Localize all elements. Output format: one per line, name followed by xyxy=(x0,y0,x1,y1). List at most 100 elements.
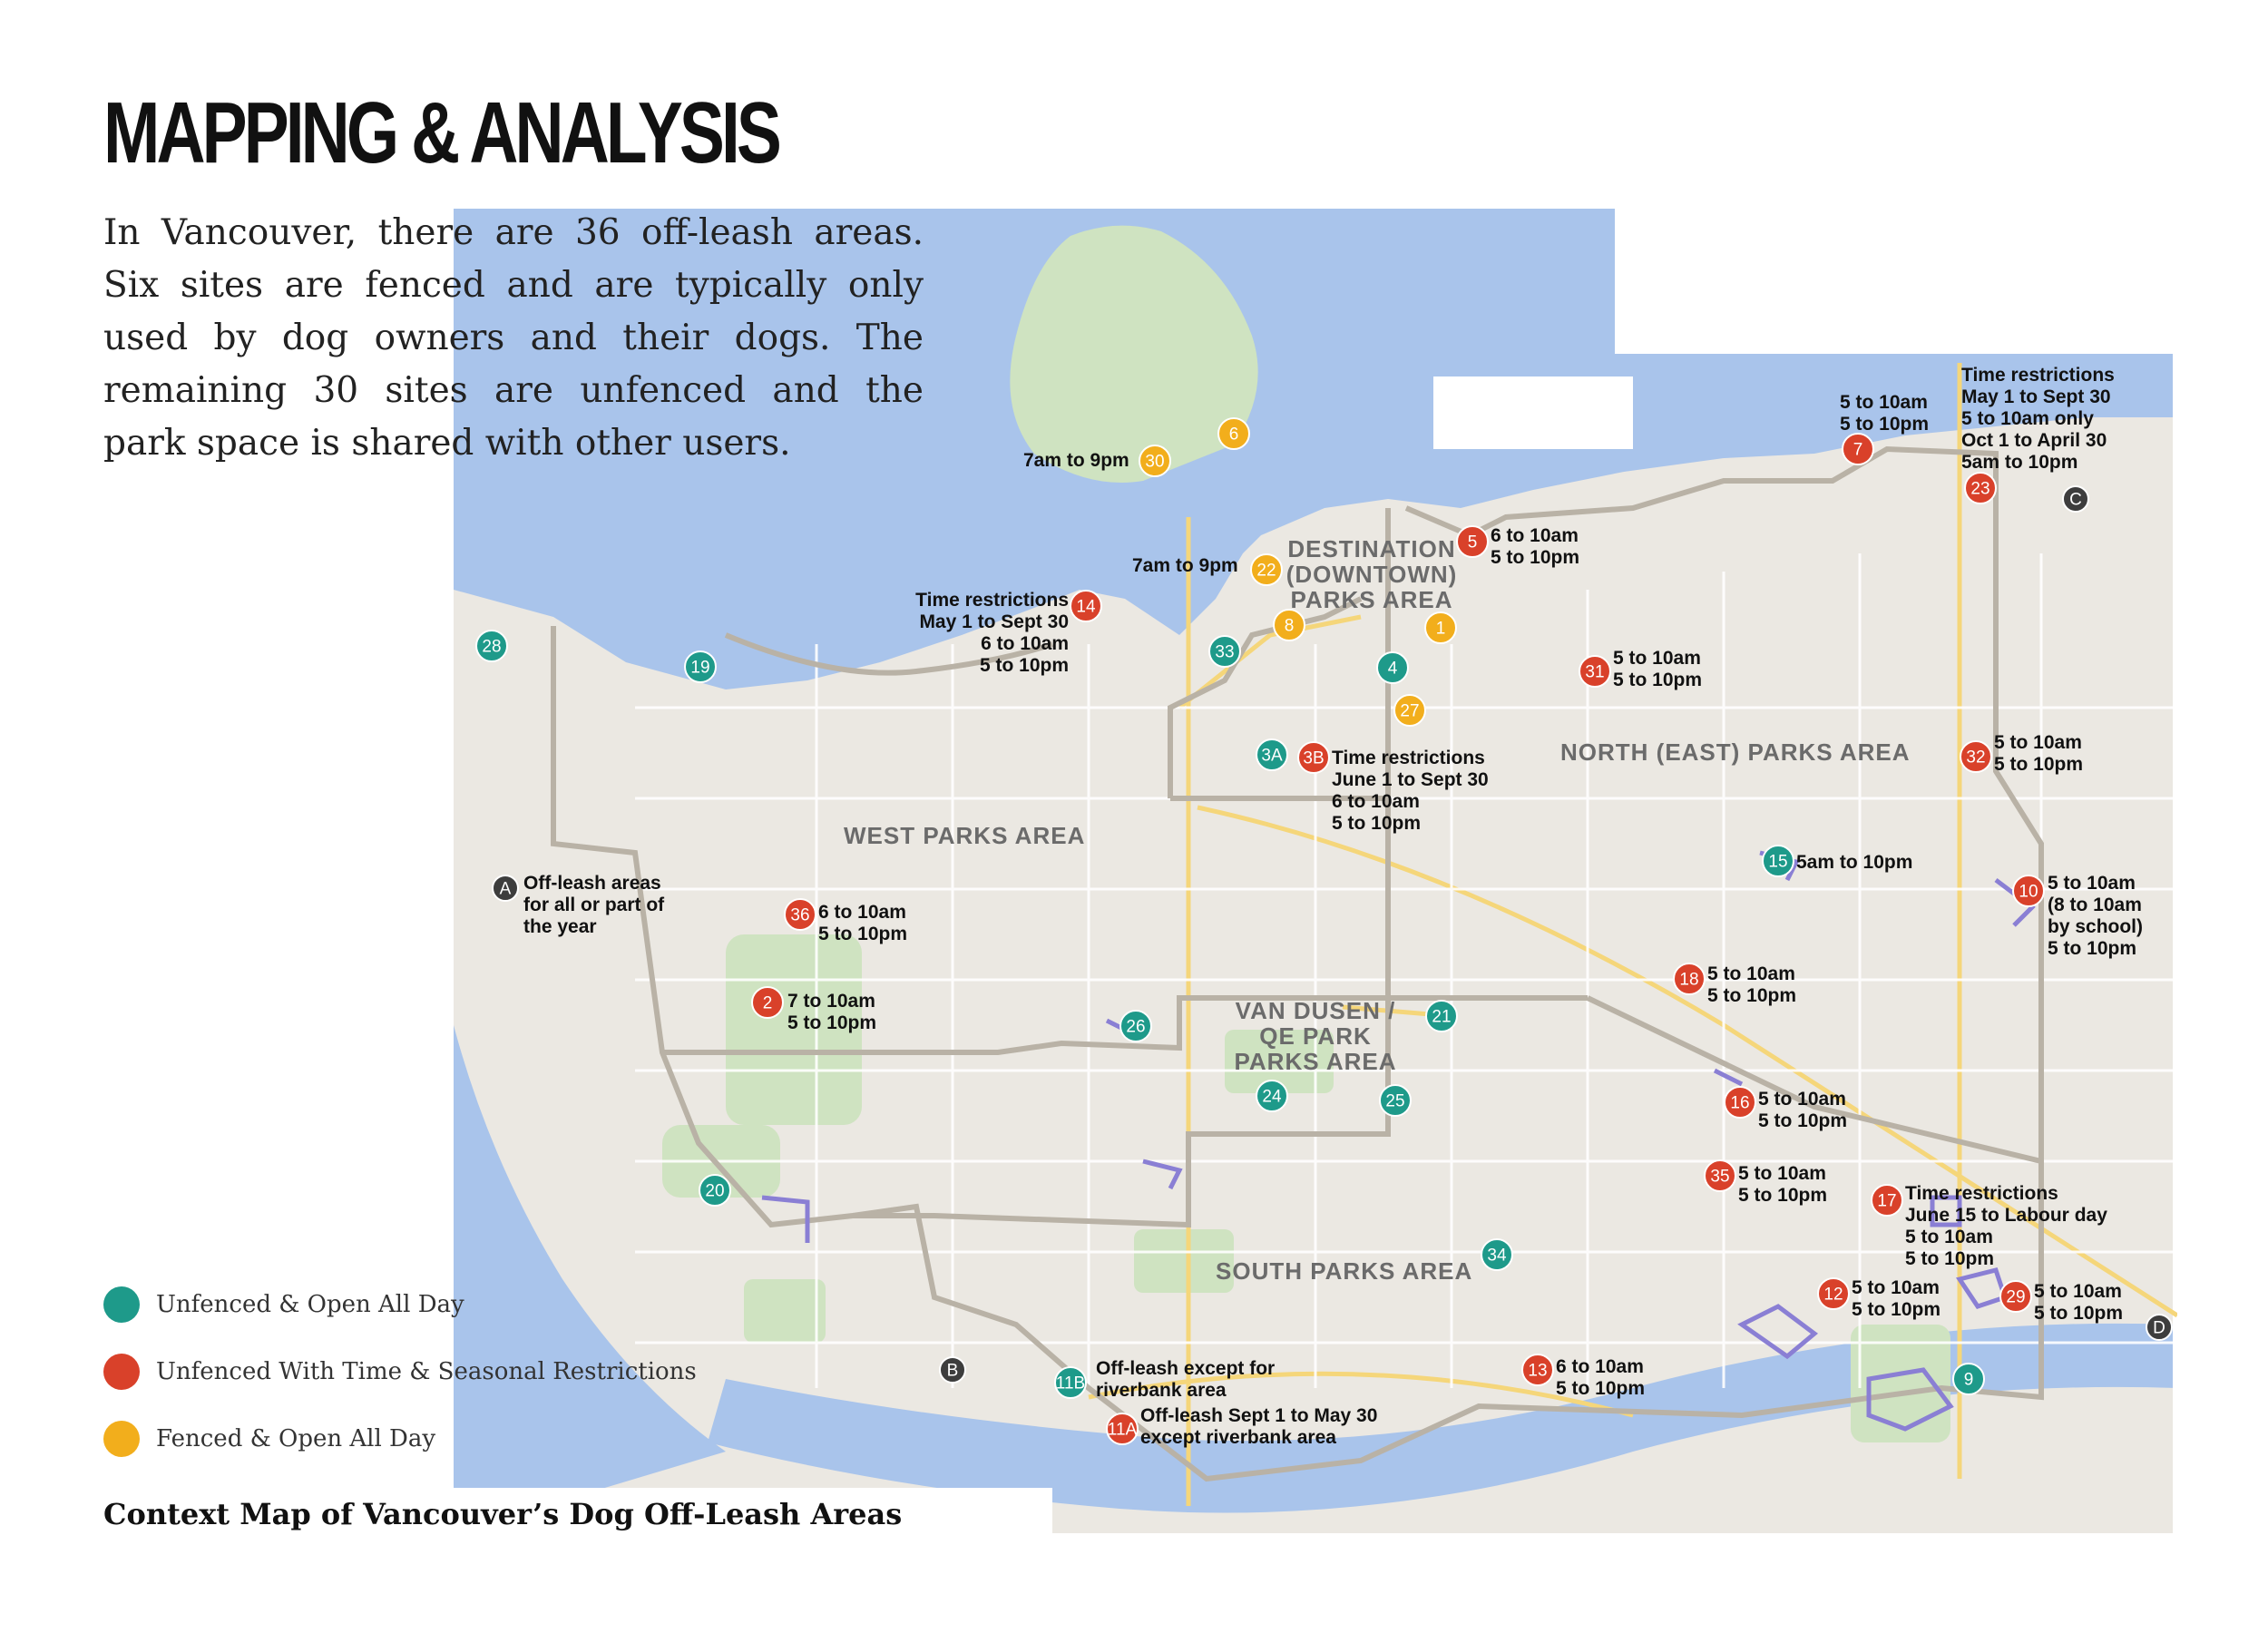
marker-label: 10 xyxy=(2019,883,2038,902)
marker-label: 35 xyxy=(1710,1168,1729,1187)
site-marker-13[interactable]: 13 xyxy=(1521,1354,1554,1386)
marker-label: 20 xyxy=(705,1182,724,1201)
site-marker-11b[interactable]: 11B xyxy=(1054,1366,1087,1399)
site-marker-2[interactable]: 2 xyxy=(751,986,784,1019)
site-note-line: 5 to 10pm xyxy=(1852,1299,1941,1320)
marker-label: C xyxy=(2069,491,2082,510)
site-note-line: 5 to 10am xyxy=(2034,1281,2122,1302)
site-marker-30[interactable]: 30 xyxy=(1139,445,1171,477)
site-marker-15[interactable]: 15 xyxy=(1762,845,1794,877)
marker-dot xyxy=(1842,433,1874,465)
site-marker-33[interactable]: 33 xyxy=(1208,635,1241,668)
marker-label: 32 xyxy=(1966,748,1985,768)
site-marker-35[interactable]: 35 xyxy=(1704,1159,1736,1192)
marker-label: 15 xyxy=(1768,853,1787,872)
site-marker-16[interactable]: 16 xyxy=(1724,1086,1756,1119)
area-label-van-dusen: VAN DUSEN / QE PARK PARKS AREA xyxy=(1234,997,1396,1075)
marker-label: A xyxy=(500,880,512,899)
marker-label: 11A xyxy=(1108,1421,1138,1440)
site-note: Time restrictions June 1 to Sept 30 6 to 1… xyxy=(1332,748,1489,834)
marker-dot xyxy=(1379,1084,1412,1117)
site-marker-6[interactable]: 6 xyxy=(1217,417,1250,450)
site-note-line: Off-leash Sept 1 to May 30 xyxy=(1140,1405,1377,1426)
site-marker-23[interactable]: 23 xyxy=(1964,472,1997,504)
site-note-line: 5 to 10am only xyxy=(1961,408,2094,429)
site-marker-25[interactable]: 25 xyxy=(1379,1084,1412,1117)
site-marker-17[interactable]: 17 xyxy=(1871,1184,1903,1217)
location-letter-marker[interactable]: C xyxy=(2062,485,2089,513)
legend-item-fenced: Fenced & Open All Day xyxy=(103,1421,697,1457)
site-note-line: 5 to 10pm xyxy=(1707,985,1796,1006)
location-letter-marker[interactable]: B xyxy=(939,1356,966,1384)
site-marker-26[interactable]: 26 xyxy=(1119,1010,1152,1042)
site-marker-12[interactable]: 12 xyxy=(1817,1277,1850,1310)
site-note: Off-leash areas for all or part of the yea… xyxy=(523,873,665,937)
site-note: 5 to 10am (8 to 10am by school) 5 to 10pm xyxy=(2048,873,2143,959)
marker-dot xyxy=(1217,417,1250,450)
site-note: 5 to 10am 5 to 10pm xyxy=(1613,648,1702,690)
site-marker-5[interactable]: 5 xyxy=(1456,525,1489,558)
site-note-line: Time restrictions xyxy=(1905,1183,2058,1204)
site-marker-9[interactable]: 9 xyxy=(1952,1363,1985,1395)
site-note-line: 5 to 10pm xyxy=(2034,1303,2123,1324)
marker-label: 36 xyxy=(790,906,809,925)
site-marker-31[interactable]: 31 xyxy=(1579,655,1611,688)
site-marker-7[interactable]: 7 xyxy=(1842,433,1874,465)
site-note: 5 to 10am 5 to 10pm xyxy=(1994,732,2083,775)
site-marker-32[interactable]: 32 xyxy=(1960,740,1992,773)
marker-dot xyxy=(1724,1086,1756,1119)
site-note: 5am to 10pm xyxy=(1796,852,1912,873)
site-note-line: 5 to 10am xyxy=(2048,873,2136,894)
site-marker-10[interactable]: 10 xyxy=(2012,875,2045,907)
site-marker-21[interactable]: 21 xyxy=(1425,1000,1458,1032)
site-note-line: 5 to 10pm xyxy=(1758,1110,1847,1131)
site-note-line: 5 to 10am xyxy=(1738,1163,1826,1184)
site-note-line: 5 to 10pm xyxy=(2048,938,2136,959)
marker-dot xyxy=(1952,1363,1985,1395)
marker-dot xyxy=(1964,472,1997,504)
location-letter-marker[interactable]: D xyxy=(2146,1314,2173,1341)
roads-grid xyxy=(635,553,2177,1388)
site-note-line: 5 to 10am xyxy=(1852,1277,1940,1298)
marker-dot xyxy=(1273,609,1305,641)
map-caption: Context Map of Vancouver’s Dog Off-Leash… xyxy=(103,1497,903,1531)
site-marker-4[interactable]: 4 xyxy=(1376,651,1409,684)
site-note-line: by school) xyxy=(2048,916,2143,937)
site-marker-27[interactable]: 27 xyxy=(1393,694,1426,727)
marker-dot xyxy=(1817,1277,1850,1310)
marker-dot xyxy=(1456,525,1489,558)
site-marker-8[interactable]: 8 xyxy=(1273,609,1305,641)
site-marker-22[interactable]: 22 xyxy=(1250,553,1283,586)
site-marker-1[interactable]: 1 xyxy=(1424,611,1457,644)
site-marker-29[interactable]: 29 xyxy=(1999,1280,2032,1313)
site-marker-20[interactable]: 20 xyxy=(699,1174,731,1207)
marker-label: 7 xyxy=(1853,441,1863,460)
site-marker-36[interactable]: 36 xyxy=(784,898,816,931)
site-note-line: 5 to 10pm xyxy=(818,924,907,944)
site-note: 5 to 10am 5 to 10pm xyxy=(1852,1277,1941,1320)
marker-dot xyxy=(1579,655,1611,688)
site-marker-3a[interactable]: 3A xyxy=(1256,738,1288,771)
site-marker-19[interactable]: 19 xyxy=(684,650,717,683)
marker-dot xyxy=(699,1174,731,1207)
marker-dot xyxy=(1999,1280,2032,1313)
site-marker-34[interactable]: 34 xyxy=(1481,1238,1513,1271)
site-marker-14[interactable]: 14 xyxy=(1070,590,1102,622)
marker-dot xyxy=(1139,445,1171,477)
context-map[interactable]: DESTINATION (DOWNTOWN) PARKS AREA NORTH (E… xyxy=(454,209,2177,1533)
site-marker-3b[interactable]: 3B xyxy=(1297,741,1330,774)
site-marker-28[interactable]: 28 xyxy=(475,630,508,662)
site-note-line: 5 to 10pm xyxy=(1994,754,2083,775)
site-marker-11a[interactable]: 11A xyxy=(1106,1413,1139,1445)
site-marker-18[interactable]: 18 xyxy=(1673,963,1706,995)
site-note: 5 to 10am 5 to 10pm xyxy=(1840,392,1929,435)
location-letter-marker[interactable]: A xyxy=(492,875,519,902)
site-note-line: 5 to 10am xyxy=(1613,648,1701,669)
marker-label: 11B xyxy=(1056,1374,1085,1393)
site-note: 7am to 9pm xyxy=(1023,450,1129,471)
site-marker-24[interactable]: 24 xyxy=(1256,1080,1288,1112)
site-note-line: Time restrictions xyxy=(1961,365,2115,386)
legend-dot-fenced xyxy=(103,1421,140,1457)
site-note-line: 6 to 10am xyxy=(818,902,906,923)
